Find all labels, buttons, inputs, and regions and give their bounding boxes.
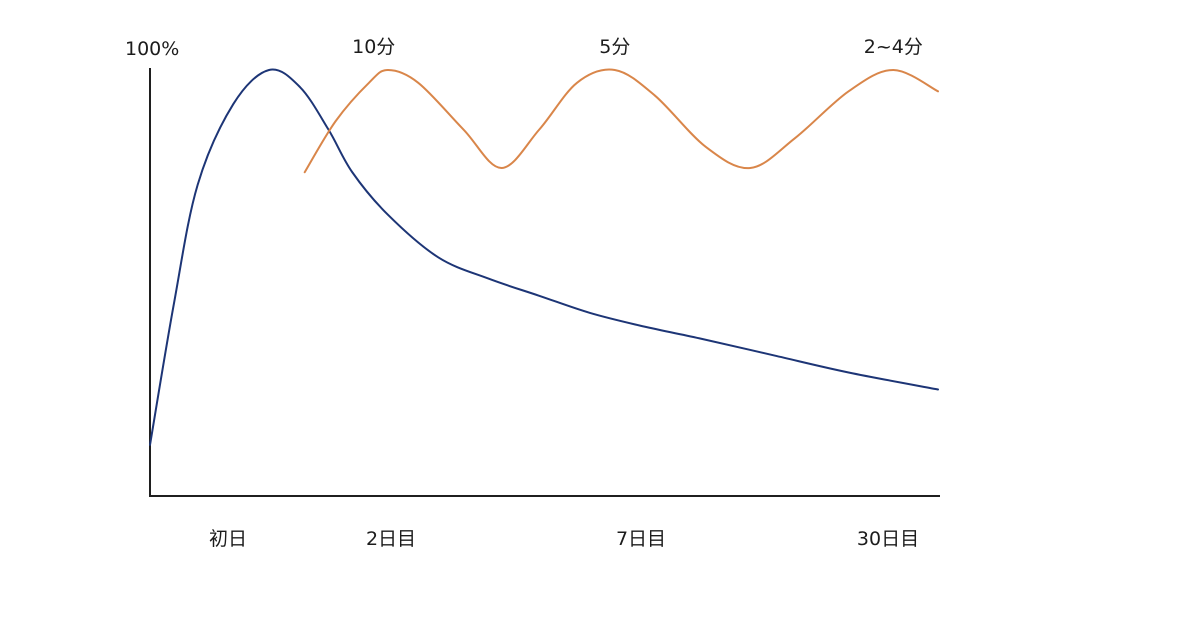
x-tick-label-day30: 30日目	[857, 528, 919, 550]
x-tick-labels: 初日 2日目 7日目 30日目	[209, 528, 919, 550]
x-tick-label-day1: 初日	[209, 528, 247, 550]
series-layer	[149, 68, 939, 446]
review-curve-line	[303, 68, 939, 174]
annotation-labels: 10分 5分 2~4分	[352, 36, 923, 58]
forgetting-curve-line	[149, 68, 939, 446]
y-axis-max-label: 100%	[125, 38, 179, 60]
x-tick-label-day7: 7日目	[616, 528, 666, 550]
x-tick-label-day2: 2日目	[366, 528, 416, 550]
annotation-2-4min: 2~4分	[864, 36, 923, 58]
annotation-10min: 10分	[352, 36, 395, 58]
annotation-5min: 5分	[599, 36, 630, 58]
